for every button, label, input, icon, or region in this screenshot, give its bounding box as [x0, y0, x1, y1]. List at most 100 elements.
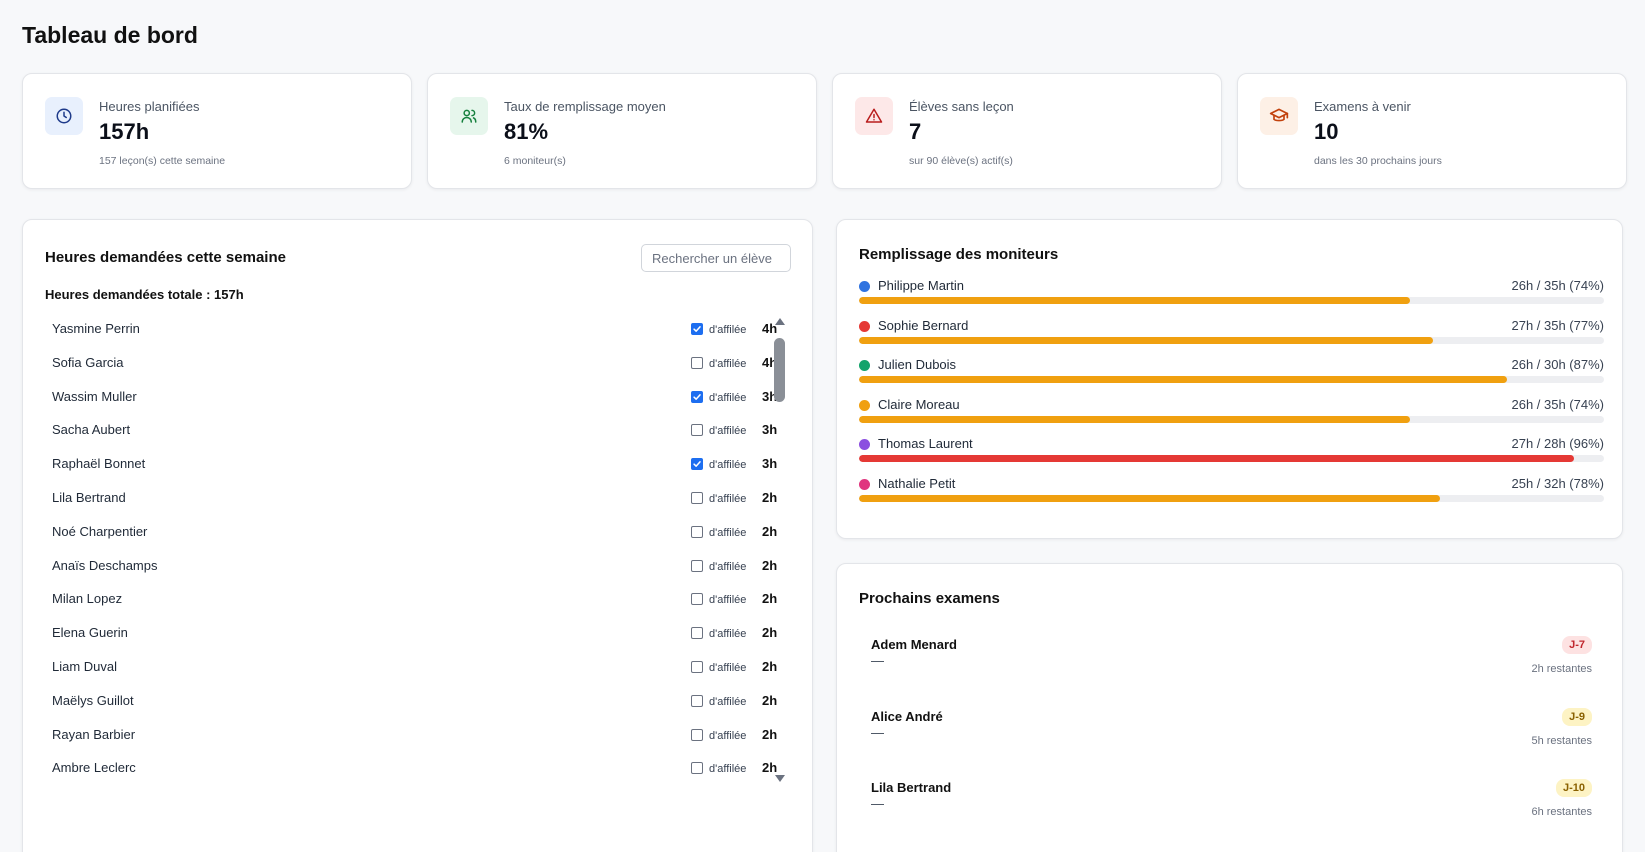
student-row: Wassim Muller d'affilée 3h [45, 388, 780, 422]
scrollbar-thumb[interactable] [774, 338, 785, 402]
student-hours: 4h [762, 354, 778, 370]
check-icon [693, 326, 701, 332]
stat-value: 7 [909, 119, 922, 144]
stat-card-fill-rate: Taux de remplissage moyen 81% 6 moniteur… [427, 73, 817, 189]
student-hours: 2h [762, 658, 778, 674]
instructors-panel: Remplissage des moniteurs Philippe Marti… [836, 219, 1623, 539]
student-name: Wassim Muller [52, 388, 137, 404]
exam-row[interactable]: Lila Bertrand — J-10 6h restantes [871, 779, 1592, 834]
student-list: Yasmine Perrin d'affilée 4h Sofia Garcia d'a… [45, 320, 780, 793]
affiliee-label: d'affilée [709, 763, 747, 776]
scroll-up-arrow-icon[interactable] [775, 318, 785, 325]
scroll-down-arrow-icon[interactable] [775, 775, 785, 782]
stat-card-students-without-lesson: Élèves sans leçon 7 sur 90 élève(s) acti… [832, 73, 1222, 189]
instructor-row: Sophie Bernard 27h / 35h (77%) [859, 317, 1604, 357]
graduation-cap-icon [1269, 108, 1289, 122]
student-name: Ambre Leclerc [52, 760, 136, 776]
stat-label: Heures planifiées [99, 99, 200, 114]
affiliee-checkbox[interactable] [691, 356, 703, 369]
exam-row[interactable]: Alice André — J-9 5h restantes [871, 707, 1592, 763]
hours-panel-title: Heures demandées cette semaine [45, 249, 286, 266]
exam-remaining-hours: 6h restantes [1531, 806, 1592, 818]
student-row: Sacha Aubert d'affilée 3h [45, 421, 780, 455]
student-row: Rayan Barbier d'affilée 2h [45, 726, 780, 760]
student-hours: 2h [762, 760, 778, 776]
hours-panel: Heures demandées cette semaine Heures de… [22, 219, 813, 852]
student-row: Maëlys Guillot d'affilée 2h [45, 692, 780, 726]
student-hours: 2h [762, 489, 778, 505]
student-row: Liam Duval d'affilée 2h [45, 658, 780, 692]
instructor-row: Philippe Martin 26h / 35h (74%) [859, 277, 1604, 317]
affiliee-checkbox[interactable] [691, 390, 703, 403]
student-row: Milan Lopez d'affilée 2h [45, 590, 780, 624]
affiliee-checkbox[interactable] [691, 491, 703, 504]
affiliee-checkbox[interactable] [691, 424, 703, 437]
student-name: Anaïs Deschamps [52, 557, 158, 573]
stat-label: Examens à venir [1314, 99, 1411, 114]
affiliee-checkbox[interactable] [691, 762, 703, 775]
stat-subtext: 157 leçon(s) cette semaine [99, 155, 226, 167]
student-row: Noé Charpentier d'affilée 2h [45, 523, 780, 557]
student-name: Liam Duval [52, 658, 118, 674]
check-icon [693, 461, 701, 468]
exam-student-name: Adem Menard [871, 637, 957, 652]
affiliee-label: d'affilée [709, 357, 747, 370]
affiliee-checkbox[interactable] [691, 694, 703, 707]
exam-row[interactable]: Adem Menard — J-7 2h restantes [871, 636, 1592, 691]
stat-card-upcoming-exams: Examens à venir 10 dans les 30 prochains… [1237, 73, 1627, 189]
student-name: Yasmine Perrin [52, 321, 140, 336]
affiliee-label: d'affilée [709, 492, 747, 505]
instructor-fill-bar [859, 336, 1433, 344]
instructor-row: Nathalie Petit 25h / 32h (78%) [859, 475, 1604, 515]
affiliee-checkbox[interactable] [691, 627, 703, 640]
instructor-fill-track [859, 297, 1604, 304]
affiliee-label: d'affilée [709, 526, 747, 539]
affiliee-checkbox[interactable] [691, 593, 703, 606]
instructor-hours-ratio: 26h / 35h (74%) [1511, 396, 1604, 412]
instructor-name: Claire Moreau [878, 396, 960, 412]
instructor-fill-bar [859, 376, 1508, 384]
stat-value: 10 [1314, 119, 1339, 144]
instructor-color-dot [859, 439, 870, 451]
exam-remaining-hours: 2h restantes [1531, 663, 1592, 675]
instructor-fill-track [859, 376, 1604, 384]
student-search-input[interactable] [641, 244, 791, 272]
student-list-scrollbar[interactable] [772, 318, 786, 782]
affiliee-label: d'affilée [709, 628, 747, 641]
stat-label: Taux de remplissage moyen [504, 99, 666, 114]
instructor-name: Sophie Bernard [878, 317, 969, 333]
affiliee-label: d'affilée [709, 594, 747, 607]
affiliee-checkbox[interactable] [691, 660, 703, 673]
affiliee-checkbox[interactable] [691, 323, 703, 335]
student-hours: 3h [762, 422, 778, 438]
affiliee-label: d'affilée [709, 560, 747, 573]
instructor-row: Thomas Laurent 27h / 28h (96%) [859, 435, 1604, 475]
instructor-name: Julien Dubois [878, 357, 957, 373]
affiliee-label: d'affilée [709, 391, 747, 404]
instructor-name: Philippe Martin [878, 278, 964, 293]
student-row: Sofia Garcia d'affilée 4h [45, 354, 780, 388]
affiliee-checkbox[interactable] [691, 559, 703, 572]
affiliee-checkbox[interactable] [691, 728, 703, 741]
page-title: Tableau de bord [22, 22, 198, 48]
student-hours: 3h [762, 456, 778, 472]
instructor-fill-bar [859, 297, 1411, 304]
instructors-panel-title: Remplissage des moniteurs [859, 246, 1059, 263]
affiliee-checkbox[interactable] [691, 525, 703, 538]
student-hours: 2h [762, 726, 778, 742]
student-hours: 2h [762, 625, 778, 641]
exam-detail: — [871, 653, 884, 668]
affiliee-label: d'affilée [709, 661, 747, 674]
instructor-name: Nathalie Petit [878, 476, 956, 491]
instructor-color-dot [859, 320, 870, 332]
exam-detail: — [871, 724, 884, 740]
affiliee-checkbox[interactable] [691, 458, 703, 471]
instructor-fill-bar [859, 495, 1441, 502]
alert-triangle-icon [865, 108, 883, 123]
exam-countdown-badge: J-10 [1555, 779, 1592, 797]
student-name: Noé Charpentier [52, 523, 148, 539]
exam-student-name: Alice André [871, 708, 943, 724]
student-name: Sofia Garcia [52, 354, 124, 370]
stat-value: 81% [504, 119, 549, 144]
instructor-name: Thomas Laurent [878, 436, 973, 452]
